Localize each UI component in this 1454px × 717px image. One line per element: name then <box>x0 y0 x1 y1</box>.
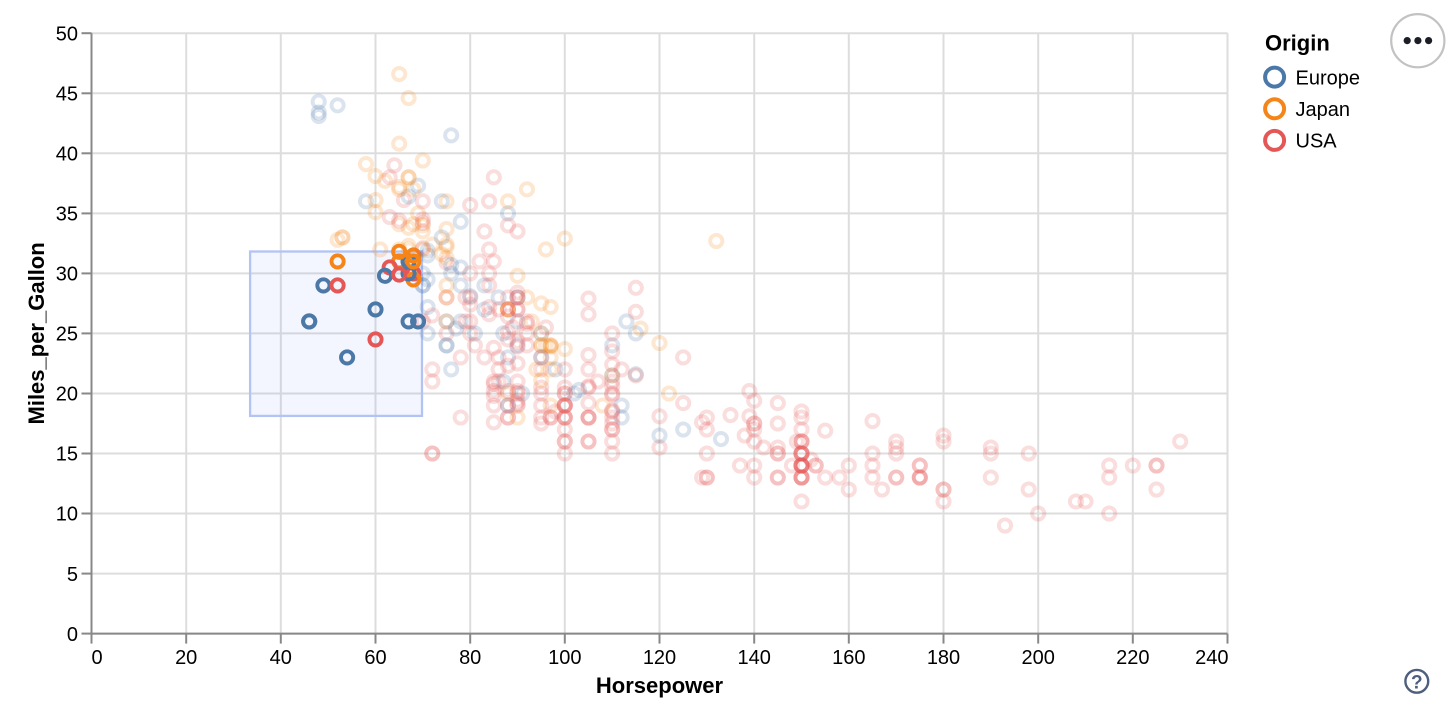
svg-text:0: 0 <box>92 647 103 669</box>
svg-text:30: 30 <box>56 264 78 286</box>
svg-text:160: 160 <box>832 647 865 669</box>
svg-text:5: 5 <box>67 564 78 586</box>
svg-text:240: 240 <box>1195 647 1228 669</box>
svg-text:0: 0 <box>67 624 78 646</box>
svg-text:15: 15 <box>56 444 78 466</box>
svg-text:50: 50 <box>56 24 78 46</box>
svg-text:100: 100 <box>548 647 581 669</box>
svg-text:140: 140 <box>738 647 771 669</box>
svg-text:?: ? <box>1411 673 1423 694</box>
svg-text:200: 200 <box>1022 647 1055 669</box>
svg-text:Origin: Origin <box>1265 31 1330 56</box>
svg-text:40: 40 <box>270 647 292 669</box>
svg-text:Europe: Europe <box>1296 67 1361 89</box>
svg-text:Miles_per_Gallon: Miles_per_Gallon <box>24 242 49 424</box>
svg-text:20: 20 <box>56 384 78 406</box>
svg-text:220: 220 <box>1116 647 1149 669</box>
svg-text:120: 120 <box>643 647 676 669</box>
svg-text:45: 45 <box>56 84 78 106</box>
svg-text:Japan: Japan <box>1296 99 1351 121</box>
svg-text:10: 10 <box>56 504 78 526</box>
svg-text:20: 20 <box>175 647 197 669</box>
svg-text:Horsepower: Horsepower <box>596 673 724 698</box>
svg-text:25: 25 <box>56 324 78 346</box>
svg-text:60: 60 <box>364 647 386 669</box>
svg-text:35: 35 <box>56 204 78 226</box>
svg-text:180: 180 <box>927 647 960 669</box>
svg-text:USA: USA <box>1296 131 1338 153</box>
svg-text:80: 80 <box>459 647 481 669</box>
svg-text:40: 40 <box>56 144 78 166</box>
